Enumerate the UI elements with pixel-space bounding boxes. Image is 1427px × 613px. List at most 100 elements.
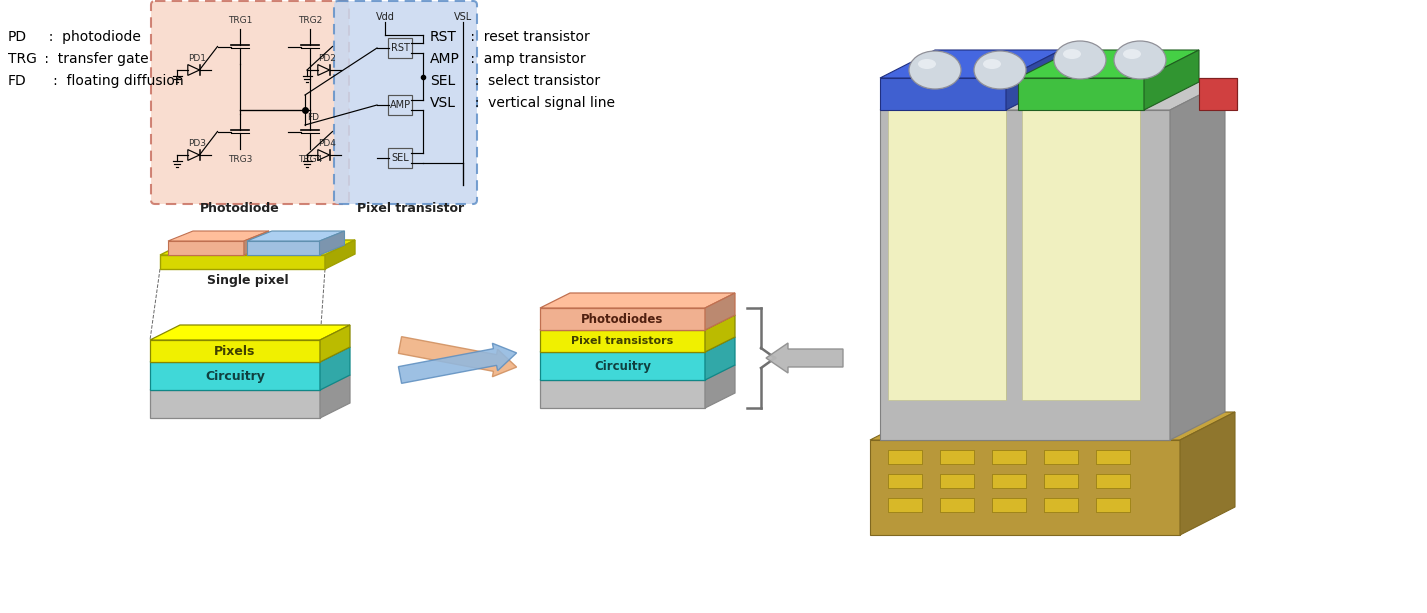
Polygon shape <box>150 347 350 362</box>
Text: VSL: VSL <box>430 96 457 110</box>
Bar <box>888 474 922 488</box>
Text: :  transfer gate: : transfer gate <box>40 52 148 66</box>
Polygon shape <box>880 110 1170 440</box>
Ellipse shape <box>1063 49 1082 59</box>
Text: TRG2: TRG2 <box>298 16 323 25</box>
Bar <box>940 498 975 512</box>
Polygon shape <box>320 325 350 362</box>
Polygon shape <box>320 375 350 418</box>
Polygon shape <box>539 380 705 408</box>
Polygon shape <box>539 352 705 380</box>
Polygon shape <box>168 231 268 241</box>
Polygon shape <box>880 82 1224 110</box>
Polygon shape <box>888 110 1006 400</box>
Polygon shape <box>539 315 735 330</box>
FancyArrow shape <box>398 343 517 383</box>
Bar <box>992 450 1026 464</box>
Polygon shape <box>1170 82 1224 440</box>
Polygon shape <box>539 337 735 352</box>
Text: TRG3: TRG3 <box>228 155 253 164</box>
Text: AMP: AMP <box>430 52 459 66</box>
Ellipse shape <box>918 59 936 69</box>
Polygon shape <box>168 241 244 255</box>
Text: PD4: PD4 <box>318 139 335 148</box>
Text: Pixel transistor: Pixel transistor <box>357 202 464 215</box>
Polygon shape <box>160 255 325 269</box>
Polygon shape <box>1017 50 1199 78</box>
Text: TRG4: TRG4 <box>298 155 323 164</box>
Text: FD: FD <box>9 74 27 88</box>
Text: AMP: AMP <box>390 100 411 110</box>
Text: PD: PD <box>9 30 27 44</box>
FancyArrow shape <box>766 343 843 373</box>
Text: :  floating diffusion: : floating diffusion <box>40 74 184 88</box>
Polygon shape <box>1144 50 1199 110</box>
Polygon shape <box>160 240 355 255</box>
Bar <box>1096 450 1130 464</box>
Polygon shape <box>320 231 344 255</box>
Polygon shape <box>247 241 320 255</box>
Bar <box>992 474 1026 488</box>
Text: :  reset transistor: : reset transistor <box>467 30 589 44</box>
Polygon shape <box>1022 110 1140 400</box>
Polygon shape <box>150 340 320 362</box>
Polygon shape <box>880 78 1006 110</box>
Ellipse shape <box>975 51 1026 89</box>
Polygon shape <box>870 440 1180 535</box>
Text: SEL: SEL <box>430 74 455 88</box>
Polygon shape <box>320 347 350 390</box>
Bar <box>1096 498 1130 512</box>
Polygon shape <box>1199 78 1237 110</box>
Bar <box>1045 498 1077 512</box>
Polygon shape <box>150 362 320 390</box>
Polygon shape <box>705 293 735 330</box>
Polygon shape <box>539 308 705 330</box>
Polygon shape <box>325 240 355 269</box>
Polygon shape <box>539 293 735 308</box>
Polygon shape <box>539 365 735 380</box>
Bar <box>888 498 922 512</box>
Polygon shape <box>247 231 344 241</box>
Text: PD1: PD1 <box>188 54 205 63</box>
Text: Single pixel: Single pixel <box>207 274 288 287</box>
Bar <box>888 450 922 464</box>
Text: RST: RST <box>430 30 457 44</box>
Text: :  select transistor: : select transistor <box>467 74 601 88</box>
Ellipse shape <box>983 59 1000 69</box>
Text: RST: RST <box>391 43 410 53</box>
Polygon shape <box>1006 50 1062 110</box>
Text: Vdd: Vdd <box>375 12 394 22</box>
Text: PD3: PD3 <box>188 139 205 148</box>
Text: Pixels: Pixels <box>214 345 255 357</box>
Text: FD: FD <box>307 113 320 122</box>
Polygon shape <box>150 325 350 340</box>
Polygon shape <box>150 390 320 418</box>
Text: Photodiodes: Photodiodes <box>581 313 664 326</box>
FancyBboxPatch shape <box>334 1 477 204</box>
Text: VSL: VSL <box>454 12 472 22</box>
Polygon shape <box>244 231 268 255</box>
Ellipse shape <box>1123 49 1142 59</box>
Text: Photodiode: Photodiode <box>200 202 280 215</box>
Ellipse shape <box>909 51 960 89</box>
Polygon shape <box>705 315 735 352</box>
Text: TRG: TRG <box>9 52 37 66</box>
Bar <box>940 450 975 464</box>
Polygon shape <box>880 50 1062 78</box>
Bar <box>1045 474 1077 488</box>
Text: :  photodiode: : photodiode <box>40 30 141 44</box>
Text: Pixel transistors: Pixel transistors <box>571 336 674 346</box>
Bar <box>940 474 975 488</box>
Text: :  vertical signal line: : vertical signal line <box>467 96 615 110</box>
Text: TRG1: TRG1 <box>228 16 253 25</box>
Text: PD2: PD2 <box>318 54 335 63</box>
Polygon shape <box>150 375 350 390</box>
Text: SEL: SEL <box>391 153 410 163</box>
Polygon shape <box>1017 78 1144 110</box>
Bar <box>1045 450 1077 464</box>
Text: :  amp transistor: : amp transistor <box>467 52 585 66</box>
Polygon shape <box>539 330 705 352</box>
FancyArrow shape <box>398 337 517 377</box>
Bar <box>1096 474 1130 488</box>
Ellipse shape <box>1055 41 1106 79</box>
